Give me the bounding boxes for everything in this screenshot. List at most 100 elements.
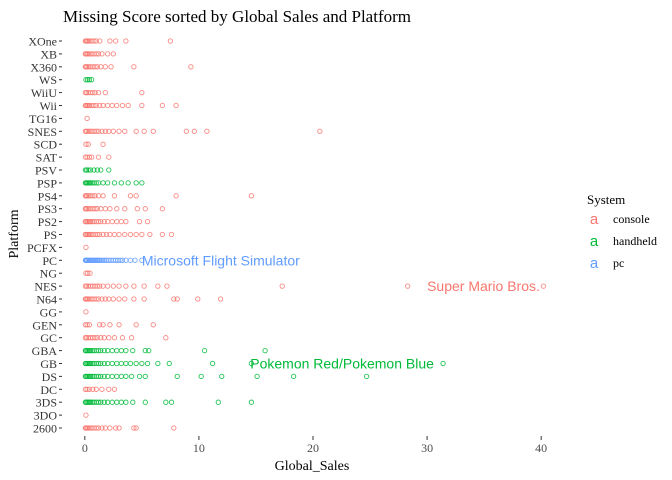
data-point-console xyxy=(122,128,128,134)
data-point-handheld xyxy=(142,347,148,354)
data-point-console xyxy=(97,102,103,109)
data-point-console xyxy=(116,231,122,238)
data-point-console xyxy=(99,296,105,302)
data-point-console xyxy=(167,38,174,44)
data-point-handheld xyxy=(111,180,118,186)
data-point-console xyxy=(98,218,104,225)
data-point-handheld xyxy=(101,360,107,367)
data-point-console xyxy=(204,128,210,134)
data-point-console xyxy=(136,218,143,225)
annotation-label: Microsoft Flight Simulator xyxy=(142,252,300,268)
data-point-handheld xyxy=(123,360,129,367)
data-point-console xyxy=(114,206,120,212)
data-point-console xyxy=(159,102,166,109)
x-axis-label: Global_Sales xyxy=(275,459,350,474)
data-point-console xyxy=(90,193,96,199)
data-point-handheld xyxy=(123,347,129,354)
y-tick-label: X360 xyxy=(30,60,57,74)
data-point-console xyxy=(174,296,180,302)
data-point-handheld xyxy=(114,347,120,354)
data-point-console xyxy=(87,270,93,276)
data-point-console xyxy=(139,89,145,96)
data-point-console xyxy=(540,283,547,289)
data-point-console xyxy=(85,425,91,431)
data-point-console xyxy=(163,335,169,341)
data-point-handheld xyxy=(95,399,102,405)
data-point-console xyxy=(85,128,91,134)
data-point-handheld xyxy=(114,373,120,380)
data-point-console xyxy=(102,128,109,134)
data-point-console xyxy=(111,231,118,238)
data-point-handheld xyxy=(101,399,107,405)
annotation-label: Super Mario Bros. xyxy=(427,278,540,294)
data-point-handheld xyxy=(248,360,255,367)
data-point-console xyxy=(131,64,137,70)
data-point-handheld xyxy=(98,373,104,380)
data-point-console xyxy=(133,193,139,199)
data-point-console xyxy=(110,128,116,134)
data-point-console xyxy=(109,218,115,225)
data-point-handheld xyxy=(86,77,93,83)
data-point-handheld xyxy=(98,167,104,173)
data-point-console xyxy=(118,218,124,225)
data-point-console xyxy=(99,51,105,57)
annotation-label: Pokemon Red/Pokemon Blue xyxy=(250,356,434,372)
data-point-console xyxy=(217,296,224,302)
y-tick-label: GBA xyxy=(32,344,58,358)
y-tick-label: GB xyxy=(40,357,57,371)
data-point-console xyxy=(95,296,102,302)
data-point-console xyxy=(84,64,90,70)
y-tick-label: NG xyxy=(40,267,58,281)
y-tick-label: DS xyxy=(42,370,57,384)
data-point-console xyxy=(102,89,109,96)
data-point-handheld xyxy=(93,180,99,186)
data-point-handheld xyxy=(254,373,260,380)
y-tick-label: SAT xyxy=(36,151,58,165)
data-point-console xyxy=(122,296,128,302)
data-point-console xyxy=(84,193,90,199)
data-point-console xyxy=(92,193,98,199)
legend-title: System xyxy=(587,192,625,207)
data-point-console xyxy=(142,206,148,212)
data-point-handheld xyxy=(130,399,136,405)
data-point-console xyxy=(150,128,156,134)
data-point-console xyxy=(92,206,98,212)
data-point-console xyxy=(116,425,122,431)
data-point-console xyxy=(109,102,115,109)
data-point-console xyxy=(133,128,139,134)
data-point-console xyxy=(173,102,179,109)
data-point-handheld xyxy=(98,360,104,367)
data-point-console xyxy=(94,64,101,70)
data-point-console xyxy=(127,193,134,199)
data-point-console xyxy=(108,64,114,70)
data-point-console xyxy=(83,309,89,315)
y-tick-label: 3DO xyxy=(34,409,58,423)
data-point-console xyxy=(102,206,109,212)
data-point-console xyxy=(131,296,137,302)
x-tick-label: 40 xyxy=(535,441,547,455)
data-point-handheld xyxy=(139,180,145,186)
data-point-console xyxy=(191,128,198,134)
data-point-handheld xyxy=(118,373,124,380)
data-point-console xyxy=(111,335,118,341)
data-point-console xyxy=(144,218,151,225)
y-tick-label: GEN xyxy=(32,318,57,332)
data-point-console xyxy=(91,38,97,44)
data-point-console xyxy=(92,89,98,96)
data-point-handheld xyxy=(87,167,94,173)
data-point-console xyxy=(122,231,128,238)
data-point-handheld xyxy=(118,360,124,367)
data-point-pc xyxy=(117,257,123,263)
data-point-console xyxy=(128,335,135,341)
data-point-console xyxy=(84,115,90,122)
data-point-handheld xyxy=(118,399,124,405)
data-point-console xyxy=(84,322,90,328)
y-tick-label: WS xyxy=(39,73,57,87)
data-point-console xyxy=(95,425,102,431)
data-point-console xyxy=(101,218,107,225)
data-point-handheld xyxy=(89,77,95,83)
data-point-console xyxy=(106,386,112,392)
data-point-console xyxy=(97,231,103,238)
data-point-console xyxy=(102,64,109,70)
